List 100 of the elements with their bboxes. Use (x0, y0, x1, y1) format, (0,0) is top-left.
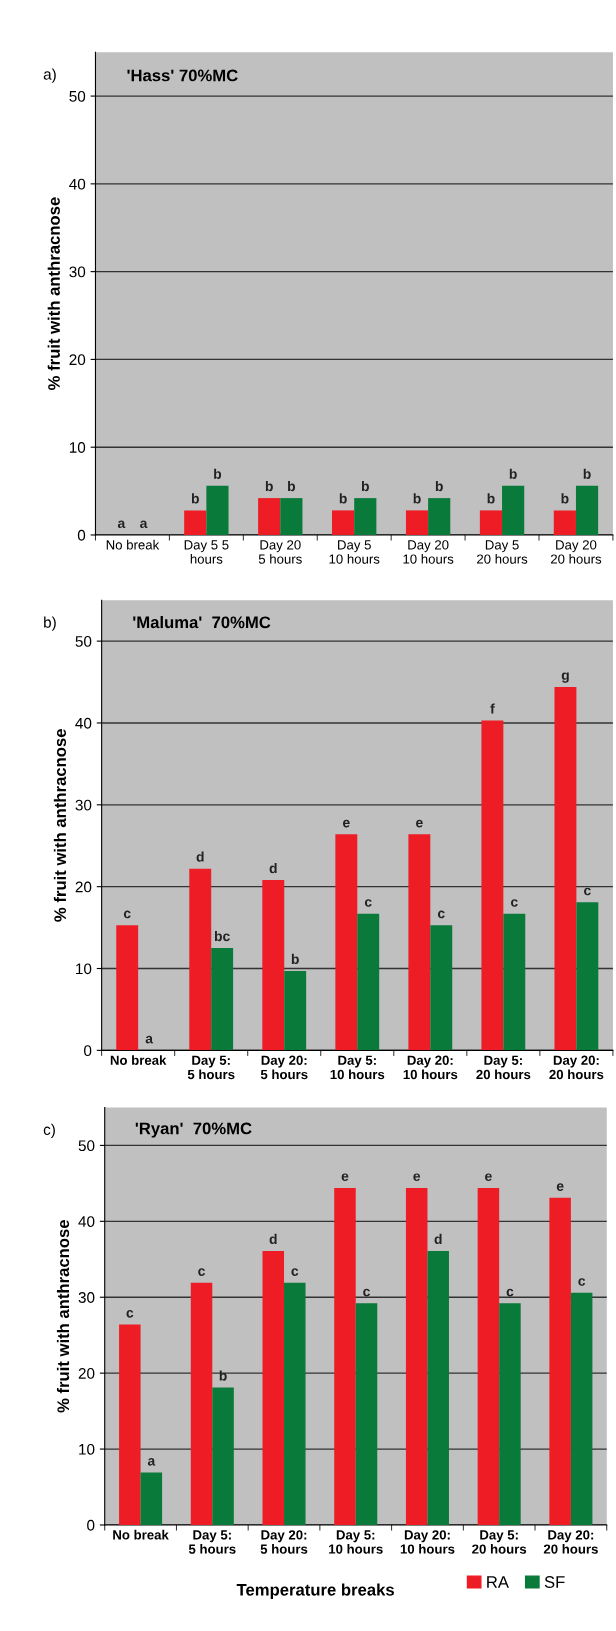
bar (189, 868, 212, 1051)
x-tick-label: Day 5: 20 hours (472, 1530, 527, 1554)
data-label: d (269, 863, 277, 874)
bar (211, 948, 234, 1051)
y-tick-label: 20 (69, 354, 86, 366)
data-label: c (578, 1278, 586, 1286)
y-tick-label: 20 (78, 1368, 95, 1379)
bar (357, 913, 380, 1051)
bar (481, 720, 504, 1051)
bar (116, 925, 139, 1051)
bar (212, 1387, 234, 1525)
y-tick-label: 40 (75, 717, 92, 729)
data-label: b (487, 493, 495, 504)
y-tick-label: 0 (84, 1045, 92, 1057)
data-label: c (506, 1288, 514, 1297)
y-tick-label: 10 (76, 963, 92, 975)
x-tick-label: Day 20: 10 hours (400, 1530, 455, 1554)
x-tick-label: No break (106, 539, 160, 550)
data-label: d (269, 1233, 277, 1245)
data-label: c (123, 910, 131, 919)
x-tick-label: Day 20 20 hours (550, 540, 602, 564)
data-label: a (147, 1458, 156, 1466)
y-tick-label: 50 (75, 636, 92, 647)
x-tick-label: No break (113, 1529, 169, 1540)
x-tick-label: Day 5 10 hours (329, 540, 380, 564)
data-label: b (339, 493, 347, 504)
data-label: e (343, 819, 350, 828)
data-label: c (437, 910, 445, 919)
bar (554, 686, 577, 1051)
x-tick-label: Day 20: 10 hours (403, 1055, 458, 1080)
data-label: b (509, 468, 517, 479)
data-label: c (584, 887, 591, 896)
y-tick-label: 30 (69, 266, 86, 278)
data-label: b (291, 953, 299, 965)
data-label: bc (214, 930, 230, 942)
bar (499, 1303, 521, 1525)
data-label: e (341, 1173, 349, 1182)
data-label: e (485, 1173, 492, 1182)
y-axis-title: % fruit with anthracnose (56, 1220, 70, 1413)
data-label: c (511, 899, 518, 907)
data-label: f (490, 703, 495, 714)
text: 'Hass' 70%MC (127, 69, 238, 82)
x-axis-title: Temperature breaks (236, 1583, 394, 1599)
x-tick-label: Day 20 5 hours (258, 540, 302, 564)
text: a) (43, 68, 56, 83)
bar (335, 834, 358, 1051)
text: c) (43, 1123, 55, 1138)
y-tick-label: 50 (69, 90, 86, 102)
x-tick-label: No break (110, 1055, 167, 1065)
text: 'Maluma' 70%MC (133, 615, 271, 629)
y-tick-label: 40 (69, 178, 86, 190)
bar (140, 1472, 163, 1525)
x-tick-label: Day 20: 20 hours (543, 1530, 598, 1554)
data-label: d (434, 1233, 442, 1245)
x-tick-label: Day 5 20 hours (477, 540, 528, 564)
x-tick-label: Day 5: 5 hours (188, 1530, 236, 1554)
bar (570, 1292, 593, 1525)
bar (334, 1187, 356, 1525)
y-axis-title: % fruit with anthracnose (53, 729, 67, 922)
bar (549, 1197, 571, 1525)
legend-label: SF (544, 1576, 565, 1588)
bar (503, 913, 526, 1051)
x-tick-label: Day 5 5 hours (184, 540, 229, 564)
data-label: c (363, 1288, 370, 1297)
bar (119, 1324, 141, 1525)
x-tick-label: Day 5: 10 hours (329, 1530, 383, 1554)
text: b) (44, 616, 56, 631)
text: 'Ryan' 70%MC (135, 1122, 252, 1138)
bar (190, 1282, 213, 1525)
bar (284, 970, 307, 1051)
data-label: b (214, 468, 222, 479)
x-tick-label: Day 20: 5 hours (260, 1055, 308, 1080)
bar (477, 1187, 500, 1525)
x-tick-label: Day 20: 5 hours (260, 1530, 308, 1554)
x-tick-label: Day 5: 5 hours (187, 1055, 235, 1080)
y-tick-label: 10 (79, 1443, 95, 1455)
data-label: a (145, 1035, 154, 1044)
bar (430, 925, 453, 1051)
data-label: e (416, 819, 423, 828)
bar (262, 1250, 285, 1525)
data-label: d (196, 851, 204, 862)
bar (355, 1303, 378, 1525)
data-label: c (291, 1268, 299, 1276)
data-label: c (364, 899, 372, 907)
legend-label: RA (487, 1576, 509, 1588)
data-label: e (413, 1173, 421, 1182)
data-label: b (561, 493, 569, 504)
bar (427, 1250, 449, 1525)
data-label: c (126, 1310, 134, 1318)
data-label: b (191, 493, 199, 504)
x-tick-label: Day 20: 20 hours (549, 1055, 604, 1080)
y-tick-label: 10 (69, 442, 86, 453)
y-axis-title: % fruit with anthracnose (47, 197, 60, 390)
data-label: b (288, 480, 296, 492)
data-label: b (583, 468, 591, 479)
data-label: c (198, 1268, 205, 1276)
x-tick-label: Day 20 10 hours (403, 540, 454, 564)
y-tick-label: 50 (78, 1140, 95, 1152)
data-label: b (413, 493, 421, 504)
bar (262, 880, 285, 1051)
